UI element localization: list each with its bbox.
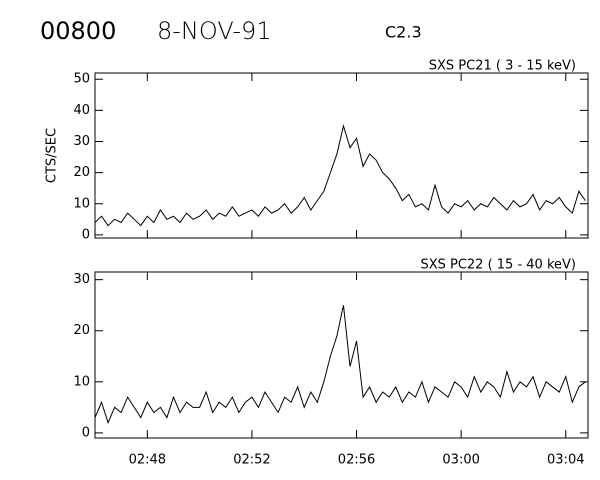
x-tick-label: 03:00 xyxy=(442,453,479,468)
panel-title: SXS PC21 ( 3 - 15 keV) xyxy=(429,59,576,74)
y-tick-label: 30 xyxy=(73,272,90,287)
data-line xyxy=(94,305,586,425)
y-tick-label: 0 xyxy=(82,425,90,440)
flare-class: C2.3 xyxy=(385,23,422,42)
y-tick-label: 40 xyxy=(73,103,90,118)
x-tick-label: 03:04 xyxy=(547,453,584,468)
y-tick-label: 20 xyxy=(73,165,90,180)
event-date: 8-NOV-91 xyxy=(157,17,272,45)
x-tick-label: 02:56 xyxy=(338,453,375,468)
plot-frame xyxy=(94,72,589,239)
y-axis-label: CTS/SEC xyxy=(45,128,60,183)
y-tick-label: 20 xyxy=(73,323,90,338)
data-line xyxy=(94,123,586,227)
y-tick-label: 50 xyxy=(73,72,90,87)
y-tick-label: 0 xyxy=(82,227,90,242)
y-tick-label: 10 xyxy=(73,374,90,389)
y-tick-label: 30 xyxy=(73,134,90,149)
x-tick-label: 02:52 xyxy=(233,453,270,468)
panel-title: SXS PC22 ( 15 - 40 keV) xyxy=(420,258,576,273)
x-tick-label: 02:48 xyxy=(129,453,166,468)
y-tick-label: 10 xyxy=(73,196,90,211)
event-id: 00800 xyxy=(40,17,116,45)
plot-frame xyxy=(94,271,589,439)
